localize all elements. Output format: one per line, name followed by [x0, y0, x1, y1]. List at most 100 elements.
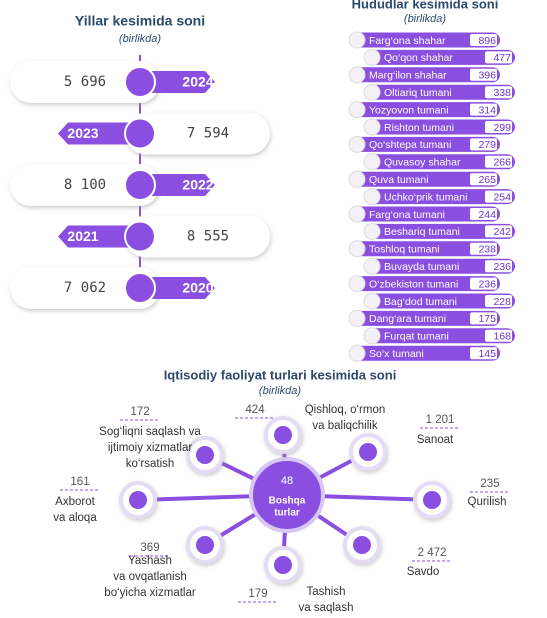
region-value-box	[470, 208, 497, 220]
icon	[274, 556, 292, 574]
region-value: 477	[493, 52, 511, 64]
region-dot	[363, 188, 381, 206]
activity-label: va aloqa	[53, 512, 97, 524]
activity-value: 369	[140, 542, 159, 554]
region-name: Furqat tumani	[384, 331, 449, 343]
region-value: 896	[478, 35, 496, 47]
region-value: 168	[493, 331, 511, 343]
region-value-box	[470, 173, 497, 186]
region-value: 236	[493, 261, 511, 273]
region-value-box	[485, 329, 512, 342]
center-label: Boshqa	[269, 496, 306, 507]
activity-value: 161	[70, 476, 89, 488]
region-value-box	[485, 260, 512, 273]
region-bar	[365, 49, 515, 65]
activities-title: Iqtisodiy faoliyat turlari kesimida soni	[164, 367, 397, 382]
activity-value: 424	[245, 404, 265, 416]
region-value: 238	[478, 244, 496, 256]
activity-value: 179	[248, 588, 267, 600]
region-value: 175	[478, 313, 496, 325]
region-name: Rishton tumani	[384, 122, 454, 134]
region-value-box	[470, 277, 497, 290]
region-dot	[363, 118, 381, 136]
icon	[129, 491, 147, 509]
activity-label: Axborot	[55, 496, 95, 508]
region-bar	[350, 241, 500, 257]
activity-label: Savdo	[407, 566, 440, 578]
region-name: Qo‘shtepa tumani	[369, 139, 451, 151]
icon	[359, 443, 377, 461]
region-value-box	[485, 225, 512, 238]
value: 7 594	[187, 126, 229, 142]
region-value-box	[485, 155, 512, 168]
region-bar	[365, 154, 515, 170]
years-subtitle: (birlikda)	[119, 33, 162, 45]
region-value-box	[485, 51, 512, 64]
region-bar	[365, 328, 515, 344]
region-dot	[363, 257, 381, 275]
region-dot	[363, 327, 381, 345]
region-value: 338	[493, 87, 511, 99]
region-dot	[348, 344, 366, 362]
year-arrow	[58, 122, 140, 145]
year: 2023	[67, 125, 98, 141]
region-dot	[348, 101, 366, 119]
year: 2021	[67, 228, 98, 244]
value-pill	[10, 267, 160, 309]
region-value-box	[470, 242, 497, 255]
region-value: 279	[478, 139, 496, 151]
value-pill	[125, 215, 270, 258]
activity-label: Qurilish	[468, 496, 507, 508]
region-name: Toshloq tumani	[369, 244, 440, 256]
icon	[196, 536, 214, 554]
value: 8 555	[187, 229, 229, 245]
region-name: Marg‘ilon shahar	[369, 70, 447, 82]
region-name: So‘x tumani	[369, 348, 424, 360]
activity-label: Tashish	[307, 586, 346, 598]
activity-label: Sog‘liqni saqlash va	[99, 426, 201, 438]
region-bar	[365, 293, 515, 309]
region-bar	[350, 310, 500, 326]
region-dot	[363, 222, 381, 240]
activity-label: va baliqchilik	[312, 420, 377, 432]
region-value: 236	[478, 278, 496, 290]
activity-label: Yashash	[128, 555, 172, 567]
region-value: 244	[478, 209, 496, 221]
year-arrow	[140, 71, 215, 93]
node	[124, 220, 156, 253]
region-bar	[365, 258, 515, 274]
region-value-box	[470, 347, 497, 360]
value-pill	[10, 61, 160, 103]
region-name: O‘zbekiston tumani	[369, 278, 458, 290]
region-value: 265	[478, 174, 496, 186]
center-label: turlar	[274, 508, 300, 519]
region-name: Bag‘dod tumani	[384, 296, 457, 308]
regions-title: Hududlar kesimida soni	[352, 0, 499, 11]
region-name: Farg‘ona tumani	[369, 209, 445, 221]
region-value: 299	[493, 122, 511, 134]
region-dot	[348, 275, 366, 293]
region-value: 228	[493, 296, 511, 308]
region-value-box	[470, 138, 497, 151]
region-value: 145	[478, 348, 496, 360]
year-arrow	[58, 225, 140, 248]
region-value-box	[470, 34, 497, 46]
region-dot	[363, 48, 381, 66]
region-value-box	[470, 68, 497, 81]
years-title: Yillar kesimida soni	[75, 13, 205, 29]
region-bar	[350, 345, 500, 361]
region-dot	[348, 205, 366, 223]
activity-value: 1 201	[426, 414, 455, 426]
region-dot	[348, 66, 366, 84]
value: 7 062	[64, 280, 106, 296]
region-bar	[365, 189, 515, 205]
node	[124, 66, 156, 98]
region-bar	[350, 32, 500, 48]
year-arrow	[140, 277, 215, 299]
node	[124, 272, 156, 304]
value: 5 696	[64, 74, 106, 90]
activity-label: Qishloq, o‘rmon	[305, 404, 386, 416]
region-name: Beshariq tumani	[384, 226, 460, 238]
region-name: Qo‘qon shahar	[384, 52, 453, 64]
